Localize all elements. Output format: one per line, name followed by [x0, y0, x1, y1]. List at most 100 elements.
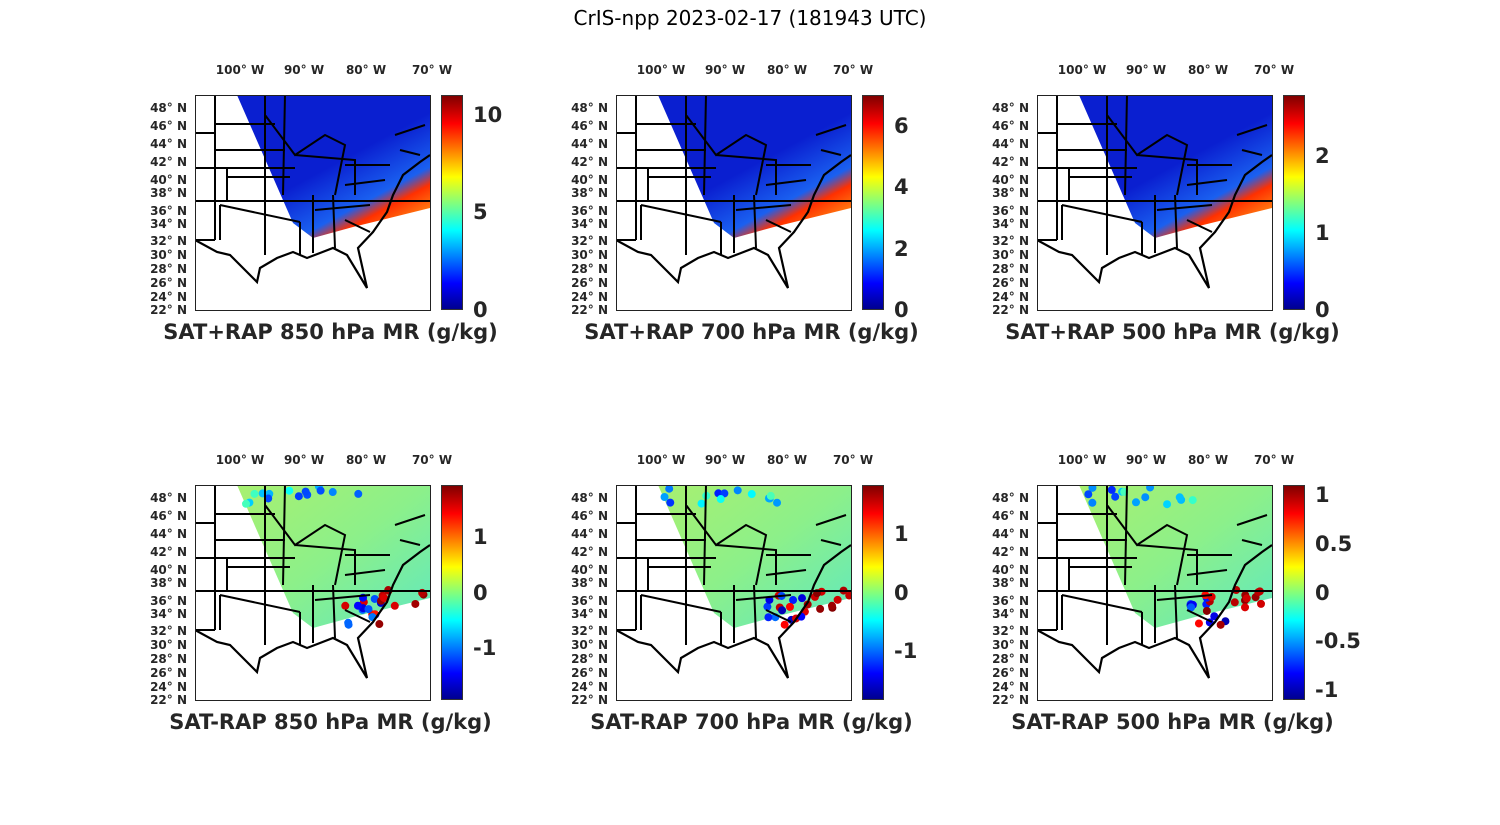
latitude-label: 24° N	[571, 680, 608, 694]
latitude-label: 42° N	[992, 545, 1029, 559]
map-plot	[195, 95, 431, 311]
data-point	[1111, 492, 1120, 501]
latitude-label: 48° N	[992, 491, 1029, 505]
colorbar-tick-label: 0	[894, 298, 909, 322]
map-plot	[616, 95, 852, 311]
data-point	[390, 601, 399, 610]
longitude-label: 80° W	[1187, 63, 1229, 77]
latitude-label: 22° N	[150, 303, 187, 317]
map-frame	[195, 95, 431, 311]
map-panel: 100° W 90° W 80° W 70° W 48° N 46° N 44° N 42° …	[120, 55, 541, 445]
longitude-label: 80° W	[345, 63, 387, 77]
colorbar-tick-label: 1	[1315, 482, 1330, 507]
longitude-label: 80° W	[766, 453, 808, 467]
data-point	[1187, 603, 1196, 612]
longitude-label: 90° W	[704, 453, 746, 467]
data-point	[341, 601, 350, 610]
latitude-label: 34° N	[992, 217, 1029, 231]
longitude-label: 70° W	[411, 63, 453, 77]
data-point	[375, 620, 384, 629]
latitude-label: 24° N	[571, 290, 608, 304]
map-plot	[1037, 95, 1273, 311]
data-point	[1257, 599, 1266, 608]
data-point	[354, 489, 363, 498]
longitude-label: 100° W	[1057, 63, 1107, 77]
latitude-label: 32° N	[571, 234, 608, 248]
latitude-label: 32° N	[571, 624, 608, 638]
colorbar	[862, 95, 884, 310]
data-point	[1084, 490, 1093, 499]
colorbar-tick-label: 0	[894, 580, 909, 605]
data-point	[666, 498, 675, 507]
latitude-label: 28° N	[571, 262, 608, 276]
map-panel: 100° W 90° W 80° W 70° W 48° N 46° N 44° N 42° …	[962, 55, 1383, 445]
latitude-label: 42° N	[150, 545, 187, 559]
latitude-label: 28° N	[992, 262, 1029, 276]
longitude-label: 70° W	[411, 453, 453, 467]
latitude-label: 24° N	[150, 680, 187, 694]
latitude-label: 42° N	[571, 545, 608, 559]
longitude-label: 80° W	[766, 63, 808, 77]
data-point	[344, 620, 353, 629]
latitude-label: 30° N	[571, 248, 608, 262]
latitude-label: 40° N	[571, 563, 608, 577]
colorbar-tick-label: 5	[473, 200, 488, 225]
map-frame	[1037, 485, 1273, 701]
latitude-label: 36° N	[571, 594, 608, 608]
latitude-label: 38° N	[571, 576, 608, 590]
latitude-label: 28° N	[992, 652, 1029, 666]
latitude-label: 34° N	[571, 607, 608, 621]
map-plot	[1037, 485, 1273, 701]
colorbar-tick-label: -0.5	[1315, 629, 1361, 654]
colorbar-tick-label: 10	[473, 102, 503, 127]
data-point	[778, 606, 787, 615]
map-panel: 100° W 90° W 80° W 70° W 48° N 46° N 44° N 42° …	[541, 55, 962, 445]
data-point	[733, 486, 742, 495]
panel-title: SAT-RAP 500 hPa MR (g/kg)	[1011, 710, 1334, 734]
data-point	[294, 492, 303, 501]
latitude-label: 30° N	[150, 638, 187, 652]
data-point	[1242, 594, 1251, 603]
latitude-label: 48° N	[571, 491, 608, 505]
data-point	[1088, 485, 1097, 492]
data-point	[370, 594, 379, 603]
data-point	[766, 491, 775, 500]
data-point	[1163, 500, 1172, 509]
panel-title: SAT+RAP 850 hPa MR (g/kg)	[163, 320, 498, 344]
state-boundaries	[616, 95, 851, 255]
data-point	[1107, 485, 1116, 494]
figure-title: CrIS-npp 2023-02-17 (181943 UTC)	[573, 6, 927, 30]
data-point	[316, 486, 325, 495]
panel-title: SAT+RAP 700 hPa MR (g/kg)	[584, 320, 919, 344]
data-point	[1131, 498, 1140, 507]
latitude-label: 36° N	[992, 594, 1029, 608]
colorbar-tick-label: 1	[894, 522, 909, 547]
latitude-label: 38° N	[571, 186, 608, 200]
map-panel: 100° W 90° W 80° W 70° W 48° N 46° N 44° N 42° …	[120, 445, 541, 825]
data-point	[785, 602, 794, 611]
latitude-label: 22° N	[150, 693, 187, 707]
longitude-label: 90° W	[1125, 453, 1167, 467]
latitude-label: 22° N	[571, 693, 608, 707]
latitude-label: 46° N	[571, 119, 608, 133]
data-point	[665, 485, 674, 493]
data-point	[250, 489, 259, 498]
coastline	[195, 544, 431, 679]
panel-title: SAT-RAP 850 hPa MR (g/kg)	[169, 710, 492, 734]
panel-title: SAT-RAP 700 hPa MR (g/kg)	[590, 710, 913, 734]
latitude-label: 24° N	[992, 680, 1029, 694]
latitude-label: 40° N	[571, 173, 608, 187]
data-point	[285, 486, 294, 495]
colorbar	[1283, 485, 1305, 700]
latitude-label: 40° N	[992, 173, 1029, 187]
coastline	[616, 544, 852, 679]
latitude-label: 32° N	[992, 234, 1029, 248]
data-point	[1216, 620, 1225, 629]
latitude-label: 44° N	[992, 527, 1029, 541]
state-boundaries	[1037, 95, 1272, 255]
longitude-label: 90° W	[283, 453, 325, 467]
latitude-label: 46° N	[992, 509, 1029, 523]
latitude-label: 32° N	[150, 624, 187, 638]
data-point	[845, 591, 852, 600]
colorbar-tick-label: -1	[1315, 678, 1339, 703]
